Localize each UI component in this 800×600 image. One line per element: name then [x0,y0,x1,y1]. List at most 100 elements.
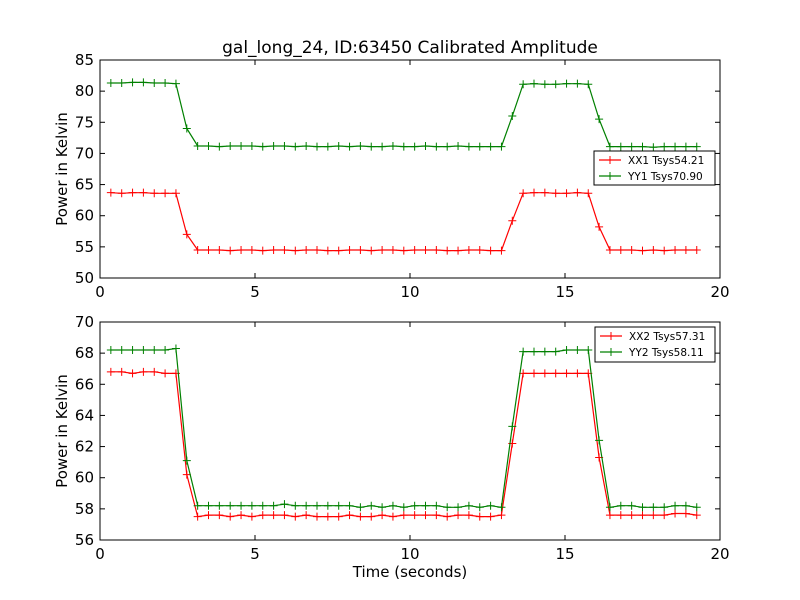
data-point [302,511,311,520]
data-point [649,143,658,152]
data-point [573,346,582,355]
legend-label: XX1 Tsys54.21 [628,155,704,167]
data-point [454,503,463,512]
data-point [530,79,538,88]
data-point [508,422,517,431]
legend-marker [607,332,615,340]
data-point [421,511,430,520]
data-point [247,512,256,521]
y-tick-label: 50 [75,269,94,287]
x-tick-label: 15 [555,545,574,563]
data-point [280,500,289,509]
data-point [595,115,604,124]
data-point [443,503,452,512]
y-tick-label: 56 [75,531,94,549]
series-line [110,192,697,252]
data-point [345,245,354,254]
data-point [497,246,506,255]
data-point [388,512,397,521]
axes-frame [99,59,721,279]
y-tick-label: 62 [75,438,94,456]
y-axis-label: Power in Kelvin [53,374,71,488]
data-point [681,501,690,510]
data-point [237,511,246,520]
data-point [605,511,614,520]
series-line [110,371,697,518]
data-point [540,188,549,197]
data-point [692,142,701,151]
y-tick-label: 66 [75,375,94,393]
data-point [150,189,159,198]
data-point [258,511,267,520]
data-point [573,369,582,378]
data-point [128,369,137,378]
data-point [193,141,202,150]
data-point [215,245,224,254]
y-tick-label: 70 [75,144,94,162]
data-point [562,79,571,88]
data-point [128,188,137,197]
data-point [551,369,560,378]
data-point [399,511,408,520]
data-point [313,501,321,510]
data-point [616,142,625,151]
data-point [486,246,495,255]
series-line [110,81,697,148]
data-point [638,142,647,151]
data-point [182,124,191,133]
data-point [649,245,658,254]
data-point [410,245,419,254]
data-point [671,509,680,518]
data-point [584,80,593,89]
data-point [595,436,604,445]
data-point [334,512,343,521]
data-point [258,142,267,151]
data-point [128,78,137,87]
data-point [323,501,332,510]
data-point [269,511,278,520]
legend-marker [606,172,614,180]
data-point [171,344,180,353]
data-point [671,142,680,151]
data-point [464,142,473,151]
data-point [584,346,593,355]
data-point [540,80,549,89]
data-point [258,246,267,255]
data-point [139,78,148,87]
legend-marker [606,156,614,164]
data-point [182,470,191,479]
data-point [269,501,278,510]
data-point [237,141,246,150]
data-point [388,141,397,150]
data-point [638,503,647,512]
data-point [356,512,365,521]
x-tick-label: 20 [710,545,729,563]
data-point [475,245,484,254]
data-point [313,245,321,254]
data-point [302,141,311,150]
series-line [110,347,697,508]
data-point [540,369,549,378]
y-tick-label: 70 [75,313,94,331]
data-point [171,79,180,88]
data-point [519,189,528,198]
data-point [269,245,278,254]
data-point [128,346,137,355]
data-point [237,501,246,510]
x-tick-label: 5 [250,283,260,301]
data-point [150,346,159,355]
data-point [638,246,647,255]
data-point [161,369,170,378]
data-point [226,141,235,150]
data-point [280,141,289,150]
data-point [421,141,430,150]
data-point [334,141,343,150]
data-point [443,246,452,255]
data-point [367,512,376,521]
data-point [432,142,441,151]
data-point [334,246,343,255]
data-point [497,511,506,520]
data-point [410,511,419,520]
data-point [139,188,148,197]
data-point [454,511,463,520]
